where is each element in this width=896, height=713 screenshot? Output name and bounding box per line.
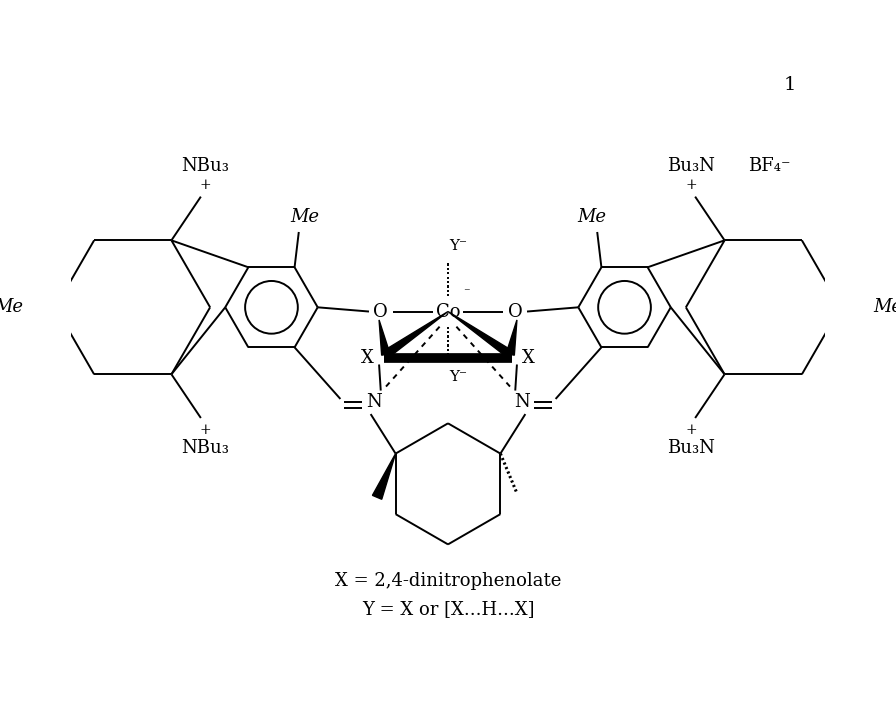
Text: +: + [685,178,697,192]
Polygon shape [383,312,448,358]
Text: +: + [199,423,211,437]
Text: Me: Me [0,298,23,317]
Text: NBu₃: NBu₃ [181,439,229,457]
Text: Me: Me [577,208,606,226]
Text: O: O [508,302,522,321]
Text: Y⁻: Y⁻ [449,370,467,384]
Text: +: + [685,423,697,437]
Text: Me: Me [873,298,896,317]
Text: Y = X or [X...H...X]: Y = X or [X...H...X] [362,600,534,618]
Text: ⁻: ⁻ [463,287,470,299]
Text: Bu₃N: Bu₃N [667,158,715,175]
Polygon shape [448,312,513,358]
Text: BF₄⁻: BF₄⁻ [748,158,790,175]
Text: Co: Co [435,302,461,321]
Text: Y⁻: Y⁻ [449,239,467,253]
Text: Bu₃N: Bu₃N [667,439,715,457]
Text: NBu₃: NBu₃ [181,158,229,175]
Text: N: N [366,394,382,411]
Text: 1: 1 [784,76,797,93]
Text: X: X [522,349,535,366]
Text: X: X [361,349,374,366]
Polygon shape [379,320,390,355]
Text: +: + [199,178,211,192]
Polygon shape [506,320,517,355]
Text: Me: Me [290,208,319,226]
Polygon shape [373,453,395,499]
Text: N: N [514,394,530,411]
Text: X = 2,4-dinitrophenolate: X = 2,4-dinitrophenolate [335,572,561,590]
Text: O: O [374,302,388,321]
